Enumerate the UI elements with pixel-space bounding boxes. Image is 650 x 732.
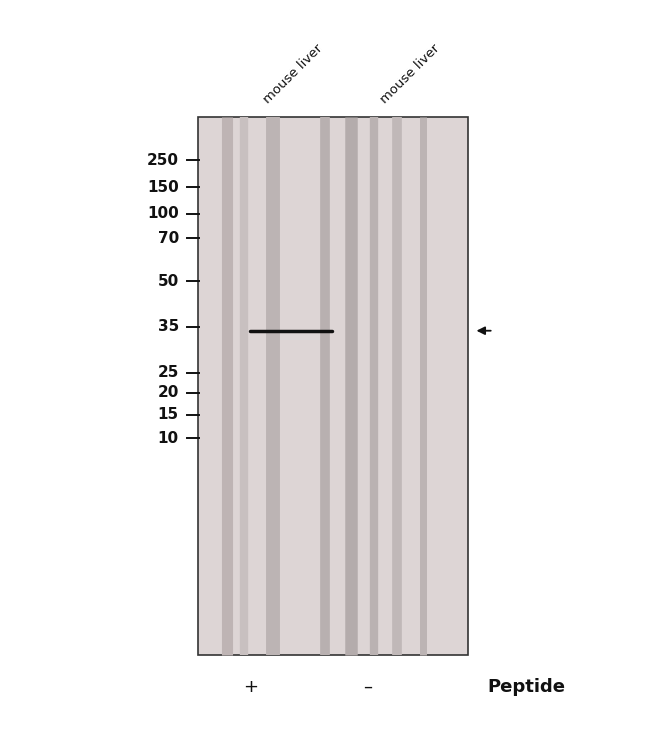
Text: 20: 20 — [157, 385, 179, 400]
Text: 100: 100 — [147, 206, 179, 222]
Bar — [198, 117, 468, 655]
Text: Peptide: Peptide — [488, 678, 566, 695]
Text: 10: 10 — [158, 431, 179, 446]
Text: 150: 150 — [147, 179, 179, 195]
Text: 25: 25 — [157, 365, 179, 380]
Text: 250: 250 — [147, 153, 179, 168]
Text: 15: 15 — [158, 407, 179, 422]
Text: mouse liver: mouse liver — [378, 42, 442, 106]
Text: –: – — [363, 678, 372, 695]
Text: 35: 35 — [157, 319, 179, 335]
Text: +: + — [242, 678, 258, 695]
Text: 50: 50 — [157, 274, 179, 288]
Text: mouse liver: mouse liver — [261, 42, 325, 106]
Text: 70: 70 — [157, 231, 179, 246]
